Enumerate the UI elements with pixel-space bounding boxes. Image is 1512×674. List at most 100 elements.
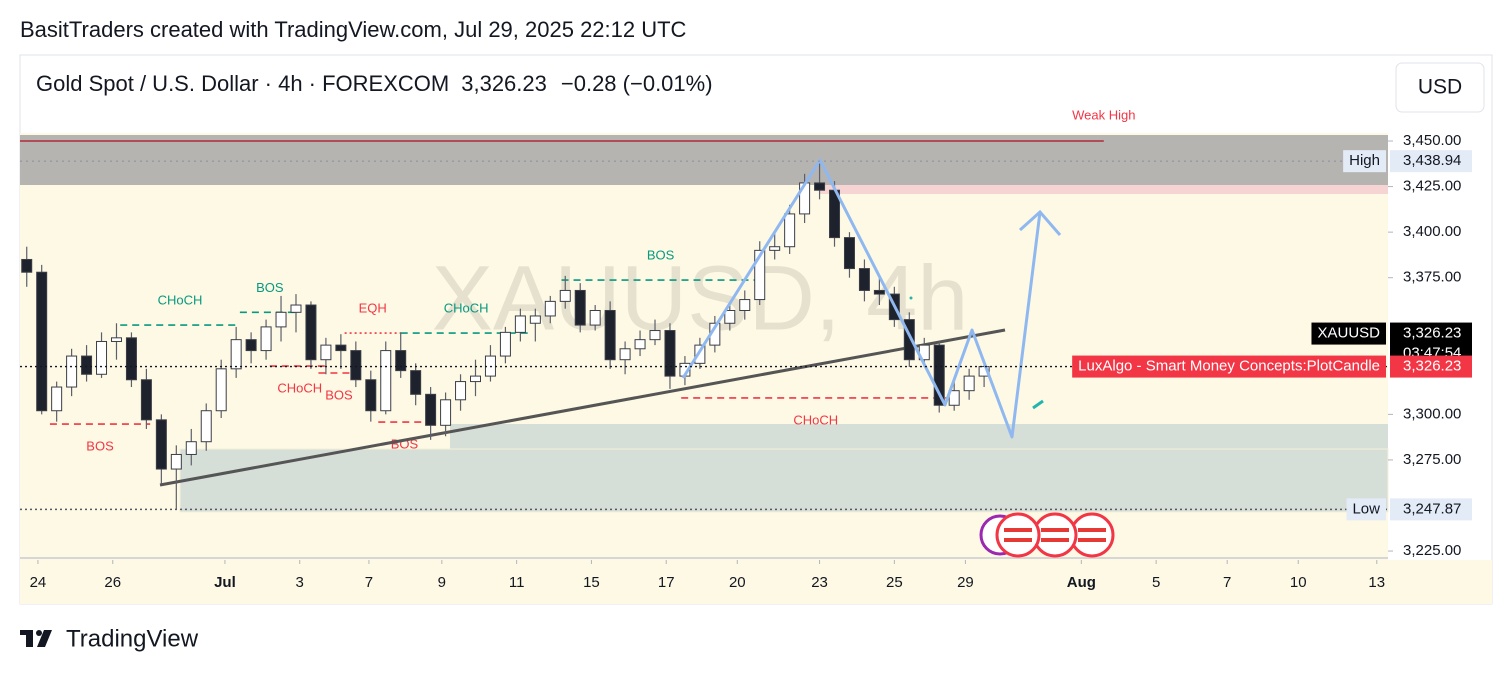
candle-body — [873, 289, 885, 295]
price-tag-box — [1390, 355, 1472, 378]
x-axis: 24 26 Jul 3 7 9 11 15 17 20 23 25 29 Aug 5 7 10 13 — [30, 560, 1385, 591]
structure-label: BOS — [86, 438, 114, 453]
candle-body — [724, 309, 736, 324]
candle-body — [455, 381, 467, 401]
trendline — [159, 328, 1006, 487]
candle-body — [410, 370, 422, 395]
x-tick-label: 3 — [296, 574, 304, 591]
logo-part — [37, 630, 52, 647]
candle-body — [814, 182, 826, 191]
price-tag-value: 3,326.23 — [1403, 358, 1461, 375]
candle-body — [499, 331, 511, 357]
x-tick-label: 17 — [658, 574, 675, 591]
structure-label: CHoCH — [444, 301, 489, 316]
x-tick-label: 13 — [1368, 574, 1385, 591]
candle-body — [335, 344, 347, 352]
structure-label: BOS — [256, 280, 284, 295]
candles — [21, 161, 990, 510]
candle-body — [275, 311, 287, 328]
candle-body — [544, 300, 556, 317]
candle-body — [51, 386, 63, 412]
candle-body — [170, 453, 182, 470]
price-tag-name-box — [1311, 322, 1386, 345]
x-tick-label: 23 — [811, 574, 828, 591]
candle-body — [350, 350, 362, 381]
candle-body — [634, 339, 646, 350]
candle-body — [843, 237, 855, 270]
candle-body — [245, 339, 257, 352]
price-tag-name: LuxAlgo - Smart Money Concepts:PlotCandl… — [1078, 358, 1380, 375]
candle-body — [21, 258, 33, 273]
candle-body — [81, 355, 93, 375]
flag-stripe — [1004, 538, 1032, 542]
x-tick-label: Jul — [214, 574, 236, 591]
candle-body — [963, 375, 975, 392]
flag-stripe — [1041, 538, 1069, 542]
candle-body — [305, 304, 317, 361]
candle-body — [559, 289, 571, 302]
candle-body — [230, 339, 242, 370]
x-tick-label: 7 — [365, 574, 373, 591]
candle-body — [155, 419, 167, 470]
logo-part — [26, 630, 33, 647]
weak-high-label: Weak High — [1072, 107, 1135, 122]
candle-body — [604, 309, 616, 361]
demand-zone — [450, 424, 1388, 449]
candle-body — [529, 315, 541, 324]
candle-body — [140, 379, 152, 421]
candle-body — [425, 393, 437, 426]
candle-body — [754, 249, 766, 301]
time-axis-background — [20, 560, 1492, 604]
premium-zone — [820, 185, 1388, 194]
candle-body — [470, 375, 482, 383]
candle-body — [858, 268, 870, 291]
x-tick-label: 25 — [886, 574, 903, 591]
x-tick-label: 9 — [438, 574, 446, 591]
candle-body — [395, 350, 407, 372]
x-tick-label: 15 — [583, 574, 600, 591]
candle-body — [66, 355, 78, 388]
candle-body — [185, 441, 197, 455]
candle-body — [440, 399, 452, 426]
watermark: XAUUSD, 4h — [432, 247, 969, 349]
candle-body — [739, 299, 751, 311]
projection-arrowhead — [1018, 209, 1062, 236]
candle-body — [649, 330, 661, 341]
candle-body — [769, 246, 781, 251]
candle-body — [365, 379, 377, 412]
price-tag-value: 3,438.94 — [1403, 152, 1461, 169]
demand-zone — [179, 448, 1389, 513]
last-price: 3,326.23 — [461, 71, 547, 96]
price-tag-name-box — [1346, 498, 1386, 521]
candle-body — [514, 315, 526, 333]
price-tag-name-box — [1072, 355, 1386, 378]
event-icon — [995, 512, 1041, 558]
marker — [909, 296, 913, 300]
structure-label: EQH — [359, 301, 387, 316]
price-tag-name: Low — [1352, 500, 1380, 517]
candle-body — [36, 271, 48, 412]
structure-label: BOS — [325, 387, 353, 402]
flag-stripe — [1078, 538, 1106, 542]
x-tick-label: 24 — [30, 574, 47, 591]
candle-body — [215, 368, 227, 412]
currency-button[interactable] — [1395, 62, 1485, 113]
y-tick-label: 3,275.00 — [1403, 451, 1461, 468]
x-tick-label: 11 — [509, 574, 525, 591]
candle-body — [694, 344, 706, 364]
x-tick-label: 26 — [104, 574, 121, 591]
candle-body — [96, 340, 108, 375]
x-tick-label: 20 — [729, 574, 746, 591]
price-tag-value: 3,326.23 — [1403, 325, 1461, 342]
structure-label: CHoCH — [277, 381, 322, 396]
currency-label[interactable]: USD — [1418, 76, 1462, 99]
brand-name: TradingView — [66, 625, 199, 652]
flag-stripe — [1041, 528, 1069, 532]
price-tags: 3,438.94High3,247.87Low3,326.2303:47:54X… — [20, 150, 1472, 521]
price-tag-box — [1390, 150, 1472, 173]
supply-zone — [20, 135, 1388, 185]
brand-logo — [20, 630, 52, 647]
price-tag-name: XAUUSD — [1317, 325, 1380, 342]
